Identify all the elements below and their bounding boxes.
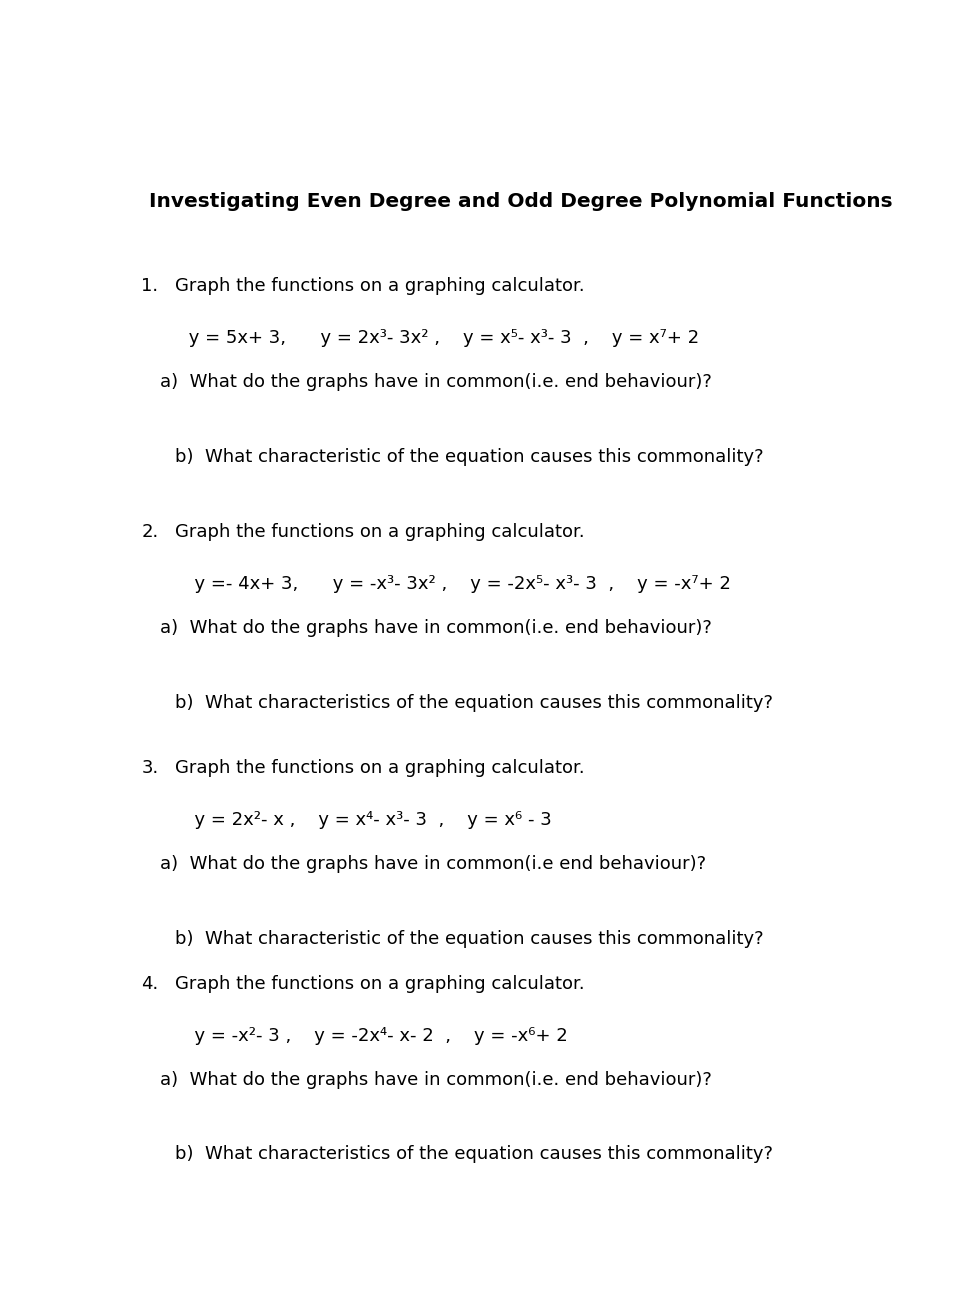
Text: y =- 4x+ 3,      y = -x³- 3x² ,    y = -2x⁵- x³- 3  ,    y = -x⁷+ 2: y =- 4x+ 3, y = -x³- 3x² , y = -2x⁵- x³-… bbox=[160, 575, 730, 593]
Text: y = 5x+ 3,      y = 2x³- 3x² ,    y = x⁵- x³- 3  ,    y = x⁷+ 2: y = 5x+ 3, y = 2x³- 3x² , y = x⁵- x³- 3 … bbox=[160, 329, 699, 347]
Text: y = 2x²- x ,    y = x⁴- x³- 3  ,    y = x⁶ - 3: y = 2x²- x , y = x⁴- x³- 3 , y = x⁶ - 3 bbox=[160, 811, 551, 829]
Text: Graph the functions on a graphing calculator.: Graph the functions on a graphing calcul… bbox=[174, 523, 584, 541]
Text: 3.: 3. bbox=[141, 759, 158, 777]
Text: 1.: 1. bbox=[141, 276, 158, 295]
Text: Graph the functions on a graphing calculator.: Graph the functions on a graphing calcul… bbox=[174, 276, 584, 295]
Text: 4.: 4. bbox=[141, 975, 158, 992]
Text: b)  What characteristics of the equation causes this commonality?: b) What characteristics of the equation … bbox=[174, 694, 772, 712]
Text: b)  What characteristics of the equation causes this commonality?: b) What characteristics of the equation … bbox=[174, 1145, 772, 1163]
Text: Graph the functions on a graphing calculator.: Graph the functions on a graphing calcul… bbox=[174, 759, 584, 777]
Text: a)  What do the graphs have in common(i.e. end behaviour)?: a) What do the graphs have in common(i.e… bbox=[160, 373, 711, 391]
Text: b)  What characteristic of the equation causes this commonality?: b) What characteristic of the equation c… bbox=[174, 447, 762, 466]
Text: Graph the functions on a graphing calculator.: Graph the functions on a graphing calcul… bbox=[174, 975, 584, 992]
Text: Investigating Even Degree and Odd Degree Polynomial Functions: Investigating Even Degree and Odd Degree… bbox=[149, 192, 891, 211]
Text: 2.: 2. bbox=[141, 523, 158, 541]
Text: a)  What do the graphs have in common(i.e. end behaviour)?: a) What do the graphs have in common(i.e… bbox=[160, 1071, 711, 1089]
Text: a)  What do the graphs have in common(i.e. end behaviour)?: a) What do the graphs have in common(i.e… bbox=[160, 619, 711, 638]
Text: a)  What do the graphs have in common(i.e end behaviour)?: a) What do the graphs have in common(i.e… bbox=[160, 855, 705, 874]
Text: b)  What characteristic of the equation causes this commonality?: b) What characteristic of the equation c… bbox=[174, 930, 762, 948]
Text: y = -x²- 3 ,    y = -2x⁴- x- 2  ,    y = -x⁶+ 2: y = -x²- 3 , y = -2x⁴- x- 2 , y = -x⁶+ 2 bbox=[160, 1028, 567, 1045]
